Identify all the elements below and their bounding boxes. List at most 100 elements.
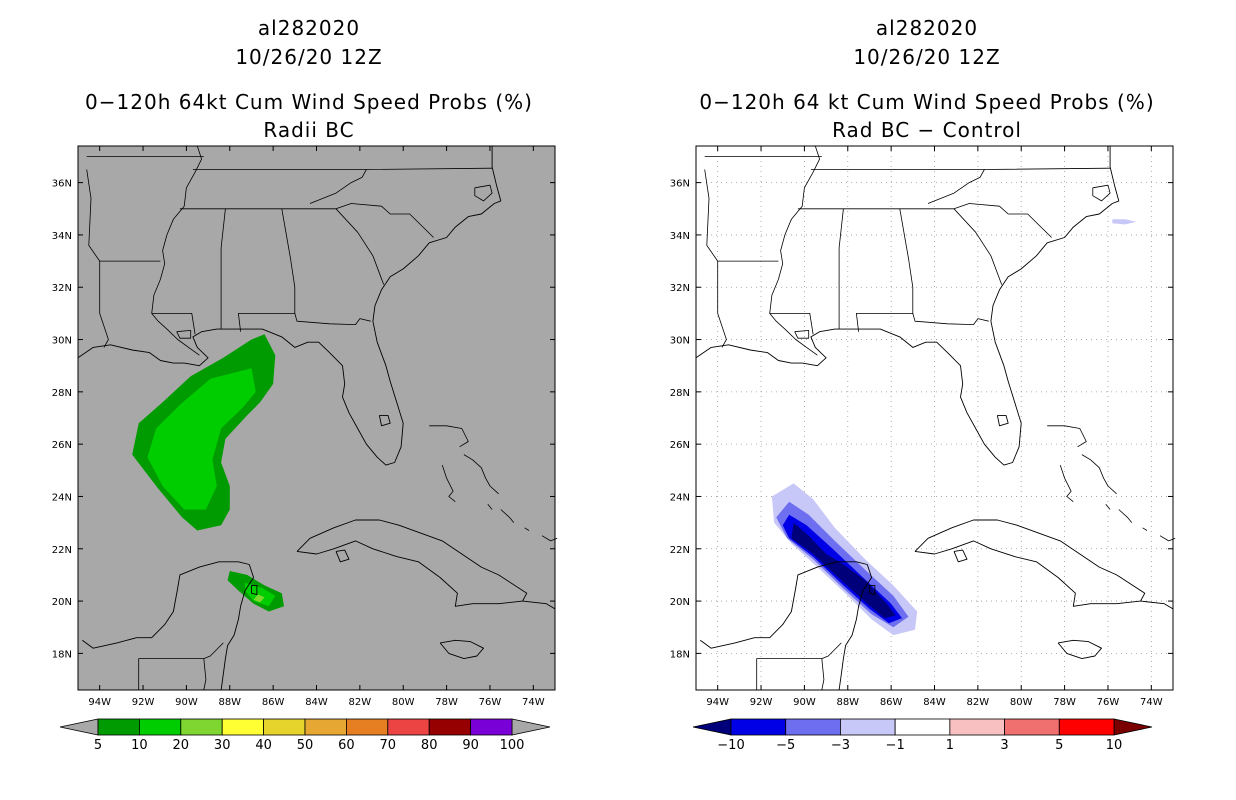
lat-label: 28N <box>52 388 72 399</box>
lat-label: 34N <box>670 231 690 242</box>
colorbar-tick-label: 20 <box>173 738 190 753</box>
yucatan-prob-area-20-30 <box>253 594 265 603</box>
colorbar-over-arrow <box>511 718 551 736</box>
lon-label: 86W <box>262 697 285 708</box>
colorbar-segment <box>949 718 1005 736</box>
lat-label: 32N <box>52 283 72 294</box>
coastline-us <box>77 146 502 466</box>
left-subtitle: Radii BC <box>263 118 355 142</box>
coastline-yucatan <box>700 561 873 691</box>
colorbar-tick-label: −10 <box>717 738 744 753</box>
lon-label: 82W <box>349 697 372 708</box>
lat-label: 30N <box>670 336 690 347</box>
coastline-isle-of-youth <box>953 549 968 563</box>
colorbar-tick-label: 90 <box>462 738 479 753</box>
right-panel: al282020 10/26/20 12Z 0−120h 64 kt Cum W… <box>618 0 1236 800</box>
lake-okeechobee <box>996 414 1009 427</box>
colorbar-segment <box>730 718 787 736</box>
coastline-cuba <box>914 519 1146 607</box>
pamlico-sound <box>1092 184 1111 202</box>
colorbar-tick-label: 100 <box>500 738 525 753</box>
lat-label: 18N <box>670 649 690 660</box>
lon-label: 80W <box>392 697 415 708</box>
state-border <box>192 167 493 170</box>
border-mexico-guatemala <box>138 658 207 691</box>
left-title: 0−120h 64kt Cum Wind Speed Probs (%) <box>85 90 533 114</box>
state-border <box>912 313 989 326</box>
map-background <box>78 146 555 690</box>
colorbar-tick-label: −3 <box>831 738 850 753</box>
coastline-yucatan <box>82 561 255 691</box>
map-frame <box>77 145 556 691</box>
lon-label: 88W <box>836 697 859 708</box>
border-mississippi-river <box>151 145 203 356</box>
colorbar-segment <box>894 718 951 736</box>
colorbar-tick-label: 3 <box>1000 738 1008 753</box>
colorbar-tick-label: −1 <box>886 738 905 753</box>
state-border <box>220 208 226 330</box>
state-border <box>309 169 367 204</box>
lat-label: 34N <box>52 231 72 242</box>
colorbar-segment <box>1058 718 1115 736</box>
lat-label: 30N <box>52 336 72 347</box>
coastline-hispaniola <box>522 600 556 610</box>
state-border <box>810 167 1111 170</box>
coastline-bahamas <box>1159 535 1176 542</box>
colorbar-segment <box>1004 718 1060 736</box>
right-subtitle: Rad BC − Control <box>832 118 1022 142</box>
state-border <box>717 261 727 348</box>
lat-label: 20N <box>670 597 690 608</box>
lon-label: 74W <box>522 697 545 708</box>
lon-label: 94W <box>706 697 729 708</box>
colorbar-segment <box>785 718 841 736</box>
colorbar-tick-label: 10 <box>131 738 148 753</box>
lon-label: 80W <box>1010 697 1033 708</box>
lat-label: 26N <box>52 440 72 451</box>
lon-label: 94W <box>88 697 111 708</box>
lon-label: 78W <box>1053 697 1076 708</box>
colorbar-under-arrow <box>692 718 732 736</box>
colorbar-segment <box>387 718 430 736</box>
coastline-bahamas <box>441 464 456 503</box>
colorbar-tick-label: 50 <box>297 738 314 753</box>
state-border <box>237 208 296 332</box>
colorbar-segment <box>345 718 389 736</box>
lat-label: 24N <box>670 492 690 503</box>
left-storm-id: al282020 <box>257 16 361 40</box>
coastline-bahamas <box>541 535 558 542</box>
lake-pontchartrain <box>176 329 192 339</box>
left-datetime: 10/26/20 12Z <box>235 45 383 69</box>
diff-area-3-1 <box>771 483 918 636</box>
coastline-cozumel <box>251 584 258 595</box>
coastline-bahamas <box>1059 464 1074 503</box>
lat-label: 32N <box>670 283 690 294</box>
state-border <box>953 208 1003 285</box>
colorbar-tick-label: 40 <box>255 738 272 753</box>
coastline-cuba <box>296 519 528 607</box>
state-border <box>855 208 914 332</box>
lat-label: 18N <box>52 649 72 660</box>
gulf-prob-area-10-20 <box>147 368 256 510</box>
colorbar-segment <box>180 718 223 736</box>
lon-label: 88W <box>218 697 241 708</box>
state-border <box>838 208 844 330</box>
state-border <box>151 312 196 335</box>
colorbar-tick-label: 5 <box>1055 738 1063 753</box>
state-border <box>99 261 109 348</box>
colorbar: −10 −5 −3 −1 1 3 5 10 <box>692 718 1153 753</box>
lake-pontchartrain <box>794 329 810 339</box>
colorbar-segment <box>840 718 896 736</box>
coastline-bahamas <box>1142 527 1148 531</box>
right-title: 0−120h 64 kt Cum Wind Speed Probs (%) <box>699 90 1155 114</box>
state-border <box>179 203 434 238</box>
map-background <box>696 146 1173 690</box>
yucatan-prob-area-5-10 <box>227 571 284 612</box>
right-storm-id: al282020 <box>875 16 979 40</box>
colorbar-segment <box>97 718 140 736</box>
border-mexico-guatemala <box>756 658 825 691</box>
state-border <box>335 208 385 285</box>
state-border <box>769 312 814 335</box>
coastline-cozumel <box>869 584 876 595</box>
coastline-bahamas <box>1047 425 1087 448</box>
coastline-bahamas <box>463 454 499 495</box>
